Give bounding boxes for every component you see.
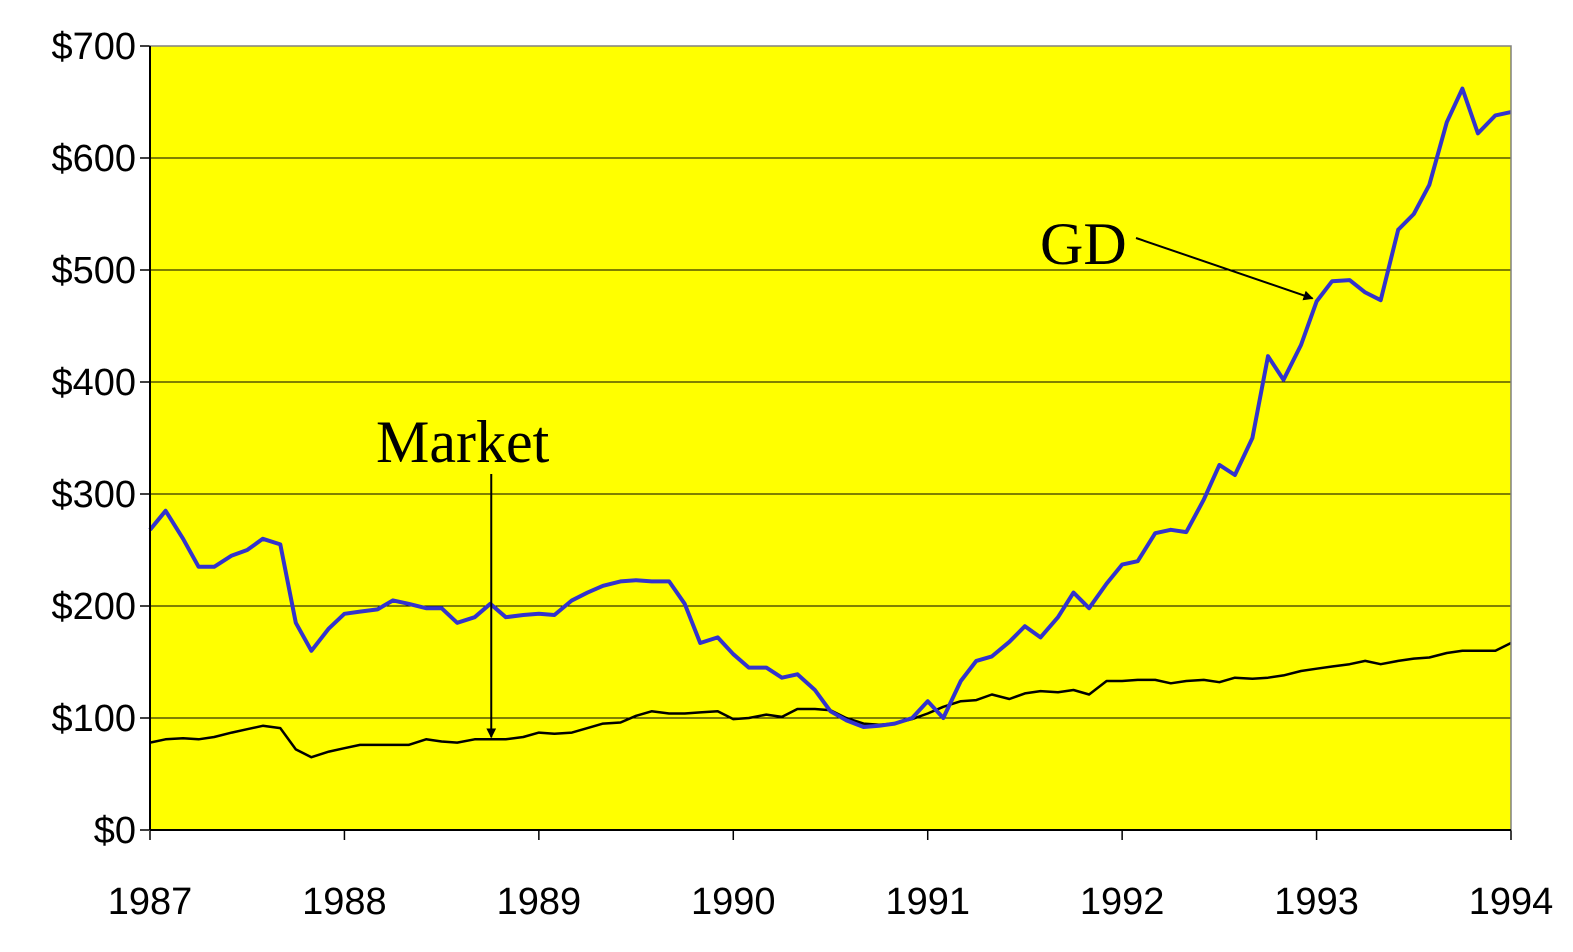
- x-tick-label: 1987: [108, 881, 193, 923]
- x-tick-label: 1990: [691, 881, 776, 923]
- gd-annotation-arrow: [1135, 237, 1314, 301]
- x-tick-label: 1993: [1274, 881, 1359, 923]
- y-tick-label: $300: [51, 474, 136, 516]
- y-tick-label: $700: [51, 26, 136, 68]
- gd-annotation-label: GD: [1040, 211, 1127, 277]
- market-annotation-label: Market: [376, 409, 550, 475]
- y-tick-label: $500: [51, 250, 136, 292]
- x-tick-label: 1991: [885, 881, 970, 923]
- x-tick-label: 1989: [497, 881, 582, 923]
- annotations: GD Market: [376, 211, 1314, 739]
- y-tick-label: $0: [94, 810, 136, 852]
- axes: [140, 45, 1512, 840]
- plot-area: [150, 46, 1511, 830]
- x-tick-label: 1988: [302, 881, 387, 923]
- y-tick-label: $400: [51, 362, 136, 404]
- x-tick-label: 1994: [1469, 881, 1554, 923]
- y-tick-label: $200: [51, 586, 136, 628]
- series-line-gd: [148, 86, 1512, 729]
- y-tick-label: $600: [51, 138, 136, 180]
- y-axis-ticks: $0 $100 $200 $300 $400 $500 $600 $700: [51, 26, 136, 852]
- y-tick-label: $100: [51, 698, 136, 740]
- x-axis-ticks: 1987 1988 1989 1990 1991 1992 1993 1994: [108, 881, 1554, 923]
- x-tick-label: 1992: [1080, 881, 1165, 923]
- series-layer: [148, 86, 1512, 759]
